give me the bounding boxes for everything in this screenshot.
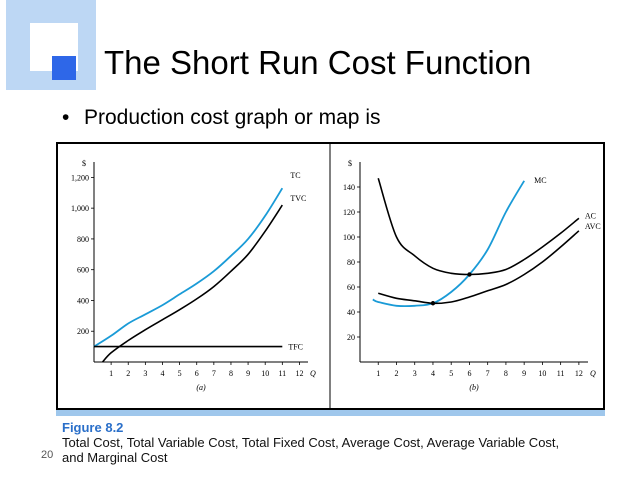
decor-square-accent [52,56,76,80]
y-tick-label: 20 [347,333,355,342]
panel-label-2: (b) [469,383,479,392]
y-tick-label: 600 [77,266,89,275]
x-tick-label: 9 [246,369,250,378]
intersection-point [467,272,472,277]
x-tick-label: 2 [394,369,398,378]
series-label-tc: TC [290,171,300,180]
x-axis-label-2: Q [590,369,596,378]
series-line-mc [372,180,525,308]
x-tick-label: 1 [376,369,380,378]
y-tick-label: 80 [347,258,355,267]
figure-panel: $ Q 1 2 3 4 5 6 7 8 9 10 11 12 200 400 600 800 1,000 1,200 T… [56,142,605,410]
x-tick-label: 3 [143,369,147,378]
x-tick-label: 7 [486,369,490,378]
series-label-ac: AC [585,211,596,220]
x-tick-label: 6 [467,369,471,378]
x-tick-label: 2 [126,369,130,378]
figure-caption: Total Cost, Total Variable Cost, Total F… [62,435,560,465]
y-tick-label: 140 [343,183,355,192]
x-tick-label: 12 [575,369,583,378]
x-tick-label: 4 [431,369,435,378]
x-tick-label: 5 [449,369,453,378]
y-tick-label: 120 [343,208,355,217]
y-tick-label: 1,200 [71,173,89,182]
y-tick-label: 60 [347,283,355,292]
x-tick-label: 9 [522,369,526,378]
x-tick-label: 6 [195,369,199,378]
y-axis-label-2: $ [348,159,352,168]
y-tick-label: 200 [77,327,89,336]
bullet-item: • Production cost graph or map is [62,106,380,130]
y-axis-label-1: $ [82,159,86,168]
bullet-text: Production cost graph or map is [84,106,381,129]
x-tick-label: 8 [504,369,508,378]
panel-label-1: (a) [196,383,206,392]
y-tick-label: 100 [343,233,355,242]
x-tick-label: 7 [212,369,216,378]
x-tick-label: 3 [413,369,417,378]
x-tick-label: 4 [160,369,164,378]
series-label-avc: AVC [585,222,601,231]
y-tick-label: 40 [347,308,355,317]
x-tick-label: 8 [229,369,233,378]
x-tick-label: 11 [557,369,565,378]
slide-title: The Short Run Cost Function [104,44,532,81]
series-label-tvc: TVC [290,194,306,203]
slide-number: 20 [41,449,54,461]
x-tick-label: 5 [178,369,182,378]
bullet-dot-icon: • [62,106,70,129]
x-tick-label: 1 [109,369,113,378]
intersection-point [430,301,436,306]
y-tick-label: 400 [77,296,89,305]
x-tick-label: 11 [278,369,286,378]
series-line-tc [93,187,284,348]
x-tick-label: 12 [295,369,303,378]
y-tick-label: 1,000 [71,204,89,213]
series-label-tfc: TFC [288,343,303,352]
x-tick-label: 10 [261,369,269,378]
x-tick-label: 10 [538,369,546,378]
figure-label: Figure 8.2 [62,420,124,435]
series-label-mc: MC [534,176,546,185]
series-line-ac [377,178,580,276]
series-line-avc [378,230,580,305]
y-tick-label: 800 [77,235,89,244]
series-line-tvc [101,204,283,363]
caption-bar [56,410,605,416]
x-axis-label-1: Q [310,369,316,378]
